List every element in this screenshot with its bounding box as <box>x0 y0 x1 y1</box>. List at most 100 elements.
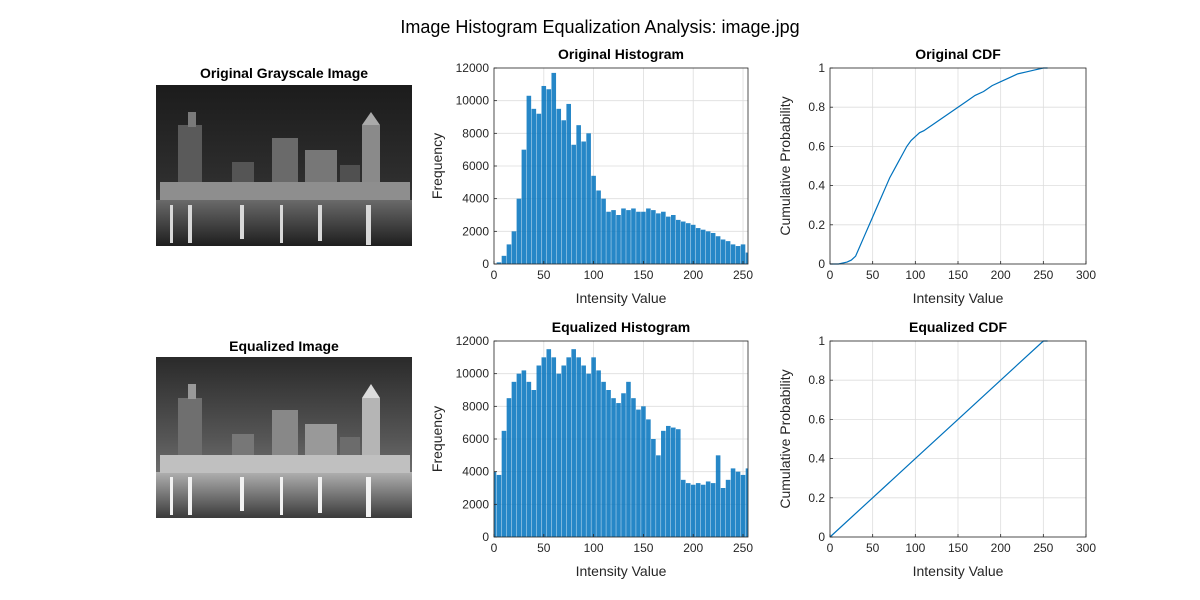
histogram-bar <box>496 474 502 537</box>
y-axis-label: Cumulative Probability <box>777 96 793 235</box>
histogram-bar <box>710 483 716 537</box>
x-tick-label: 150 <box>948 268 968 282</box>
equalized-image <box>156 357 412 518</box>
charts-layer: 0 50 100 150 200 2500200040006000800010000120… <box>429 46 1096 579</box>
histogram-bar <box>596 370 601 537</box>
histogram-bar <box>730 244 736 264</box>
x-tick-label: 150 <box>633 541 653 555</box>
histogram-bar <box>501 430 507 537</box>
histogram-bar <box>745 468 748 537</box>
y-axis-label: Cumulative Probability <box>777 369 793 508</box>
histogram-bar <box>546 89 552 264</box>
x-tick-label: 150 <box>633 268 653 282</box>
histogram-bar <box>661 430 666 537</box>
histogram-bar <box>531 108 537 264</box>
histogram-bar <box>690 484 696 537</box>
histogram-bar <box>641 406 646 537</box>
histogram-bar <box>616 215 621 264</box>
histogram-bar <box>680 221 686 264</box>
y-tick-label: 0.8 <box>808 100 825 114</box>
histogram-bar <box>496 262 502 264</box>
histogram-bar <box>571 144 576 264</box>
histogram-bar <box>725 479 731 537</box>
original-image-title: Original Grayscale Image <box>200 65 368 81</box>
histogram-bar <box>646 208 651 264</box>
histogram-bar <box>666 216 671 264</box>
histogram-bar <box>606 390 611 537</box>
histogram-bar <box>541 85 547 264</box>
x-tick-label: 100 <box>584 268 604 282</box>
histogram-bar <box>576 125 581 265</box>
x-tick-label: 250 <box>733 541 753 555</box>
y-axis-label: Frequency <box>429 406 445 472</box>
histogram-bar <box>631 398 636 537</box>
x-tick-label: 250 <box>1033 541 1053 555</box>
y-tick-label: 6000 <box>462 432 489 446</box>
histogram-bar <box>695 483 701 537</box>
y-tick-label: 0 <box>818 257 825 271</box>
histogram-bar <box>651 439 656 537</box>
histogram-bar <box>591 357 596 537</box>
x-tick-label: 0 <box>491 541 498 555</box>
chart-title: Equalized Histogram <box>552 319 690 335</box>
y-tick-label: 1 <box>818 334 825 348</box>
chart-title: Equalized CDF <box>909 319 1007 335</box>
histogram-bar <box>511 231 517 264</box>
histogram-bar <box>516 198 522 264</box>
x-tick-label: 100 <box>905 268 925 282</box>
x-tick-label: 200 <box>991 541 1011 555</box>
histogram-bar <box>551 357 557 537</box>
histogram-bar <box>661 211 666 264</box>
histogram-bar <box>740 244 746 264</box>
histogram-bar <box>666 425 671 537</box>
histogram-bar <box>596 190 601 264</box>
histogram-bar <box>740 474 746 537</box>
histogram-bar <box>576 357 581 537</box>
histogram-bar <box>501 255 507 264</box>
histogram-bar <box>641 211 646 264</box>
histogram-bar <box>551 72 557 265</box>
histogram-bar <box>586 133 591 264</box>
histogram-bar <box>556 373 562 537</box>
y-tick-label: 4000 <box>462 465 489 479</box>
x-tick-label: 250 <box>1033 268 1053 282</box>
histogram-bar <box>611 398 616 537</box>
histogram-bar <box>571 349 576 537</box>
histogram-bar <box>735 471 741 537</box>
y-tick-label: 2000 <box>462 224 489 238</box>
histogram-bar <box>675 219 681 264</box>
histogram-bar <box>656 213 661 264</box>
histogram-bar <box>700 484 706 537</box>
x-tick-label: 200 <box>991 268 1011 282</box>
y-tick-label: 0 <box>482 530 489 544</box>
histogram-bar <box>601 198 606 264</box>
histogram-bar <box>671 427 676 537</box>
histogram-bar <box>536 113 542 264</box>
eq_hist-chart: 0 50 100 150 200 250 0 2000 4000 6000 8000 10000 120… <box>429 319 753 579</box>
histogram-bar <box>511 381 517 537</box>
histogram-bar <box>581 365 586 537</box>
x-axis-label: Intensity Value <box>913 563 1004 579</box>
histogram-bar <box>690 224 696 264</box>
y-tick-label: 12000 <box>456 334 490 348</box>
x-tick-label: 250 <box>733 268 753 282</box>
histogram-bar <box>715 455 721 537</box>
histogram-bar <box>631 208 636 264</box>
histogram-bar <box>526 95 532 265</box>
histogram-bar <box>720 239 726 264</box>
y-tick-label: 0.6 <box>808 412 825 426</box>
y-tick-label: 0.2 <box>808 218 825 232</box>
y-tick-label: 1 <box>818 61 825 75</box>
histogram-bar <box>735 246 741 264</box>
histogram-bar <box>651 210 656 264</box>
histogram-bar <box>685 223 691 264</box>
histogram-bar <box>611 210 616 264</box>
histogram-bar <box>626 210 631 264</box>
y-tick-label: 0.4 <box>808 452 825 466</box>
histogram-bar <box>591 175 596 264</box>
histogram-bar <box>730 468 736 537</box>
histogram-bar <box>566 103 571 264</box>
histogram-bar <box>626 381 631 537</box>
y-tick-label: 12000 <box>456 61 490 75</box>
